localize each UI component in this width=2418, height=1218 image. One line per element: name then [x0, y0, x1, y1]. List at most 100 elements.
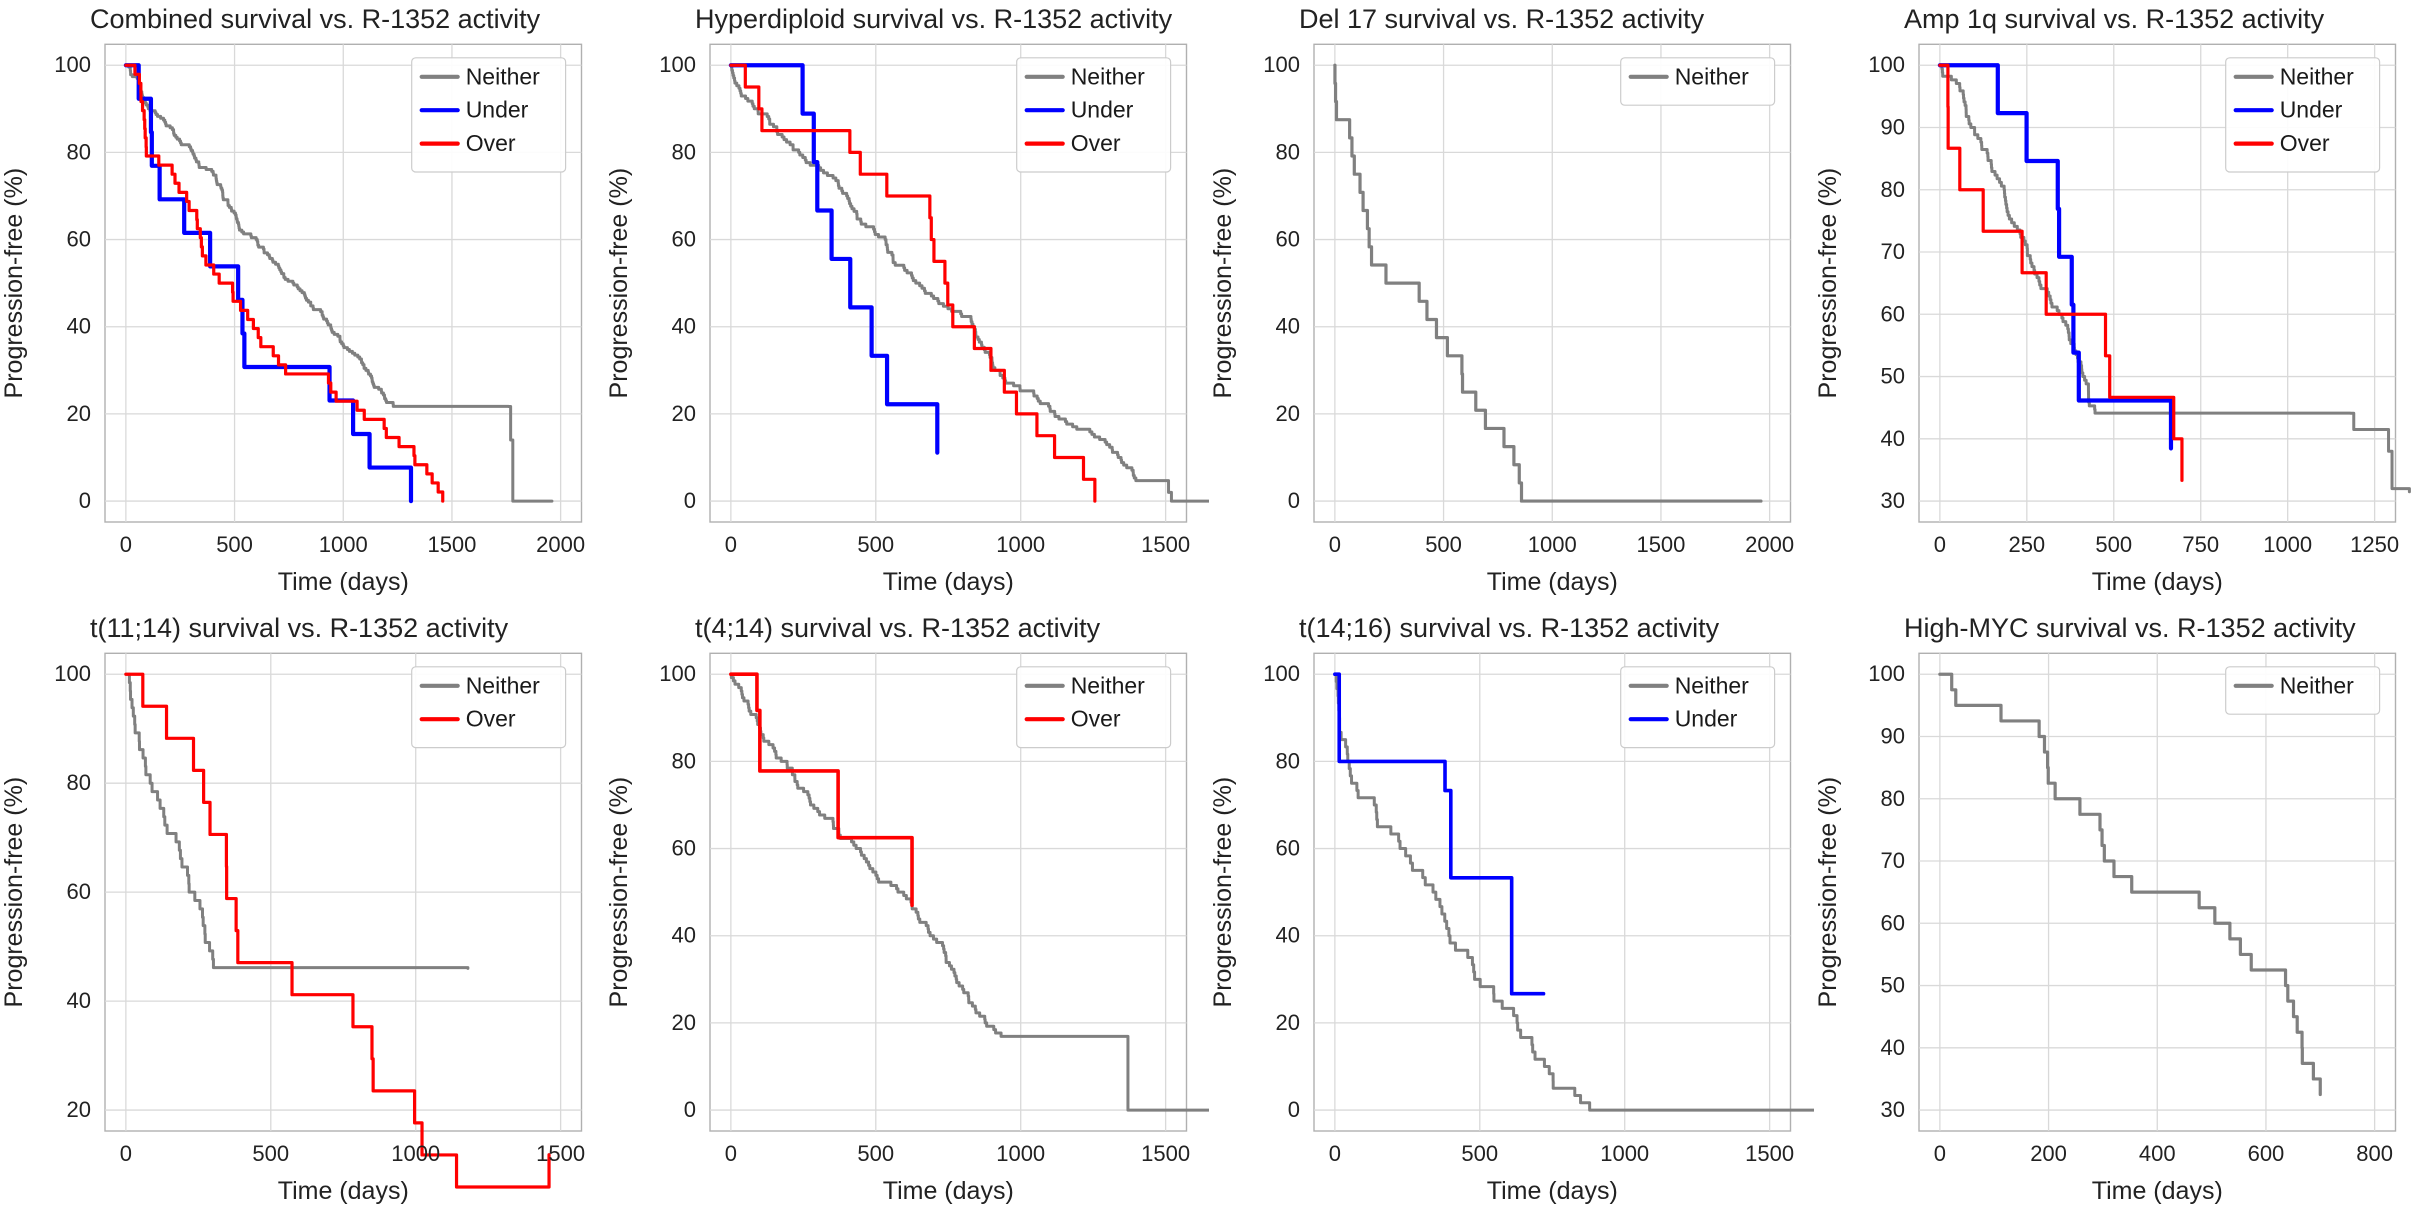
svg-text:1500: 1500 [1141, 1141, 1190, 1166]
svg-text:20: 20 [671, 1010, 695, 1035]
svg-text:40: 40 [1276, 314, 1300, 339]
svg-text:High-MYC survival vs. R-1352 a: High-MYC survival vs. R-1352 activity [1904, 613, 2356, 643]
svg-text:20: 20 [671, 401, 695, 426]
svg-text:0: 0 [1329, 1141, 1341, 1166]
svg-text:Over: Over [2279, 130, 2329, 156]
svg-text:Neither: Neither [2279, 63, 2353, 89]
svg-text:60: 60 [1880, 301, 1904, 326]
svg-text:Neither: Neither [466, 63, 540, 89]
svg-text:Neither: Neither [1675, 672, 1749, 698]
svg-text:1500: 1500 [1745, 1141, 1794, 1166]
svg-text:600: 600 [2247, 1141, 2284, 1166]
svg-text:100: 100 [1868, 661, 1905, 686]
svg-text:Del 17 survival vs. R-1352 act: Del 17 survival vs. R-1352 activity [1299, 4, 1705, 34]
svg-text:Under: Under [1070, 97, 1133, 123]
svg-text:1000: 1000 [2263, 532, 2312, 557]
svg-text:30: 30 [1880, 1097, 1904, 1122]
svg-text:1500: 1500 [536, 1141, 585, 1166]
svg-text:20: 20 [1276, 401, 1300, 426]
svg-text:Progression-free (%): Progression-free (%) [605, 168, 633, 399]
svg-text:20: 20 [67, 401, 91, 426]
svg-text:40: 40 [1880, 1035, 1904, 1060]
svg-text:70: 70 [1880, 239, 1904, 264]
svg-text:0: 0 [1933, 1141, 1945, 1166]
svg-text:0: 0 [683, 1097, 695, 1122]
svg-text:500: 500 [216, 532, 253, 557]
svg-text:60: 60 [1276, 836, 1300, 861]
svg-text:500: 500 [1461, 1141, 1498, 1166]
svg-text:500: 500 [857, 532, 894, 557]
svg-text:Over: Over [466, 706, 516, 732]
svg-text:Time (days): Time (days) [2091, 568, 2222, 596]
svg-text:Progression-free (%): Progression-free (%) [1209, 168, 1237, 399]
svg-text:Progression-free (%): Progression-free (%) [1209, 777, 1237, 1008]
svg-text:0: 0 [120, 532, 132, 557]
svg-text:80: 80 [671, 139, 695, 164]
svg-text:50: 50 [1880, 973, 1904, 998]
svg-text:Time (days): Time (days) [882, 1177, 1013, 1205]
svg-text:Over: Over [1070, 706, 1120, 732]
svg-text:100: 100 [54, 661, 91, 686]
svg-text:1500: 1500 [427, 532, 476, 557]
svg-text:Amp 1q survival vs. R-1352 act: Amp 1q survival vs. R-1352 activity [1904, 4, 2325, 34]
svg-text:80: 80 [1880, 177, 1904, 202]
svg-text:0: 0 [1933, 532, 1945, 557]
svg-text:Time (days): Time (days) [2091, 1177, 2222, 1205]
svg-text:Under: Under [466, 97, 529, 123]
svg-text:200: 200 [2030, 1141, 2067, 1166]
svg-text:500: 500 [252, 1141, 289, 1166]
svg-text:100: 100 [659, 661, 696, 686]
svg-text:1000: 1000 [996, 1141, 1045, 1166]
svg-text:60: 60 [1880, 910, 1904, 935]
svg-text:60: 60 [671, 836, 695, 861]
svg-text:Under: Under [2279, 97, 2342, 123]
svg-text:0: 0 [724, 1141, 736, 1166]
svg-text:60: 60 [1276, 227, 1300, 252]
svg-text:500: 500 [857, 1141, 894, 1166]
svg-text:Neither: Neither [1070, 672, 1144, 698]
svg-text:80: 80 [1880, 786, 1904, 811]
svg-text:1000: 1000 [391, 1141, 440, 1166]
svg-text:1000: 1000 [996, 532, 1045, 557]
svg-text:Under: Under [1675, 706, 1738, 732]
svg-text:2000: 2000 [1745, 532, 1794, 557]
svg-text:40: 40 [1276, 923, 1300, 948]
svg-text:500: 500 [2095, 532, 2132, 557]
svg-text:90: 90 [1880, 723, 1904, 748]
svg-text:40: 40 [1880, 426, 1904, 451]
svg-text:100: 100 [1868, 52, 1905, 77]
svg-text:1000: 1000 [1600, 1141, 1649, 1166]
svg-text:60: 60 [67, 227, 91, 252]
svg-text:1000: 1000 [1528, 532, 1577, 557]
svg-text:60: 60 [671, 227, 695, 252]
svg-text:Time (days): Time (days) [1487, 1177, 1618, 1205]
svg-text:100: 100 [1263, 52, 1300, 77]
svg-text:Neither: Neither [2279, 672, 2353, 698]
svg-text:1500: 1500 [1141, 532, 1190, 557]
svg-text:30: 30 [1880, 488, 1904, 513]
svg-text:60: 60 [67, 879, 91, 904]
svg-text:500: 500 [1425, 532, 1462, 557]
svg-text:750: 750 [2182, 532, 2219, 557]
svg-text:0: 0 [1329, 532, 1341, 557]
svg-text:80: 80 [671, 748, 695, 773]
svg-text:Progression-free (%): Progression-free (%) [1814, 168, 1842, 399]
svg-text:Progression-free (%): Progression-free (%) [1814, 777, 1842, 1008]
svg-text:80: 80 [1276, 748, 1300, 773]
svg-text:0: 0 [120, 1141, 132, 1166]
svg-text:Over: Over [466, 130, 516, 156]
svg-text:40: 40 [671, 314, 695, 339]
svg-text:80: 80 [67, 770, 91, 795]
svg-text:Neither: Neither [466, 672, 540, 698]
svg-text:Progression-free (%): Progression-free (%) [0, 777, 28, 1008]
svg-text:20: 20 [1276, 1010, 1300, 1035]
svg-text:Progression-free (%): Progression-free (%) [0, 168, 28, 399]
svg-text:400: 400 [2138, 1141, 2175, 1166]
svg-text:Neither: Neither [1675, 63, 1749, 89]
svg-text:0: 0 [683, 488, 695, 513]
svg-text:1250: 1250 [2350, 532, 2399, 557]
svg-text:100: 100 [1263, 661, 1300, 686]
svg-text:Combined survival vs. R-1352 a: Combined survival vs. R-1352 activity [90, 4, 541, 34]
svg-text:Time (days): Time (days) [278, 568, 409, 596]
svg-text:0: 0 [1288, 488, 1300, 513]
